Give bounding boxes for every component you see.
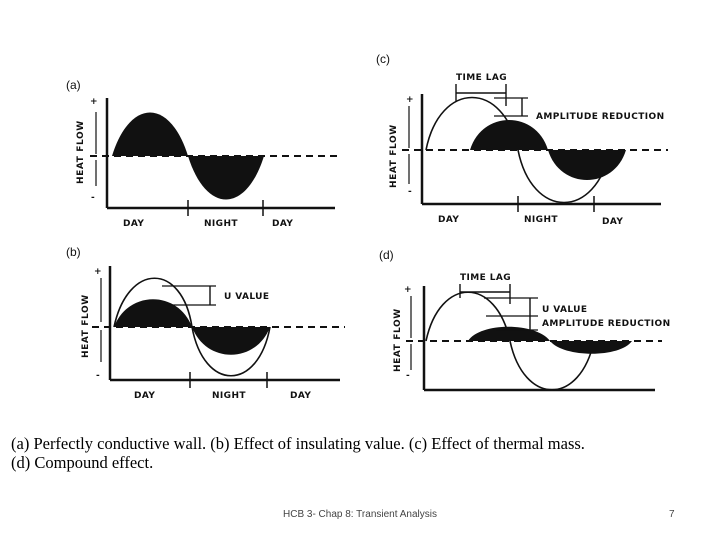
panel-b-x-label-night: NIGHT (212, 391, 246, 401)
panel-c-day-fill (470, 120, 548, 150)
panel-a-minus: - (91, 193, 95, 203)
panel-a-x-label-day: DAY (123, 219, 144, 229)
caption-line-2: (d) Compound effect. (11, 453, 154, 472)
panel-d-day-fill (468, 326, 550, 341)
panel-b-minus: - (96, 371, 100, 381)
panel-c-x-label-day: DAY (438, 215, 459, 225)
panel-d-axis-label: HEAT FLOW (393, 308, 403, 372)
caption-line-1: (a) Perfectly conductive wall. (b) Effec… (11, 434, 585, 453)
panel-d-minus: - (406, 371, 410, 381)
panel-d-label: (d) (379, 248, 394, 262)
panel-b-u-label: U VALUE (224, 292, 269, 302)
panel-d-diagram: + - HEAT FLOW TIME LAG U VALUE AMPLITUDE… (393, 273, 671, 392)
panel-c-x-label-day-2: DAY (602, 217, 623, 227)
panel-c-night-fill (548, 150, 626, 180)
panel-a-x-label-day-2: DAY (272, 219, 293, 229)
panel-c-amp-label: AMPLITUDE REDUCTION (536, 112, 665, 122)
panel-d-u-label: U VALUE (542, 305, 587, 315)
footer-title: HCB 3- Chap 8: Transient Analysis (283, 509, 437, 520)
panel-a-label: (a) (66, 78, 81, 92)
panel-c-minus: - (408, 187, 412, 197)
panel-a-diagram: + - HEAT FLOW DAY NIGHT DAY (76, 97, 340, 229)
panel-b-axis-label: HEAT FLOW (81, 294, 91, 358)
panel-a-plus: + (90, 97, 98, 107)
panel-c-plus: + (406, 95, 414, 105)
panel-a-day-fill (112, 112, 188, 156)
panel-c-axis-label: HEAT FLOW (389, 124, 399, 188)
page-number: 7 (669, 509, 675, 520)
panel-b-plus: + (94, 267, 102, 277)
panel-b-diagram: + - HEAT FLOW U VALUE DAY NIGHT DAY (81, 266, 345, 401)
panel-c-label: (c) (376, 52, 390, 66)
panel-a-night-fill (188, 156, 264, 200)
panel-b-night-fill (192, 327, 270, 355)
panel-d-amp-label: AMPLITUDE REDUCTION (542, 319, 671, 329)
panel-c-x-label-night: NIGHT (524, 215, 558, 225)
panel-c-time-lag-label: TIME LAG (456, 73, 507, 83)
panel-a-axis-label: HEAT FLOW (76, 120, 86, 184)
panel-d-plus: + (404, 285, 412, 295)
panel-b-x-label-day: DAY (134, 391, 155, 401)
panel-b-x-label-day-2: DAY (290, 391, 311, 401)
figure-caption: (a) Perfectly conductive wall. (b) Effec… (11, 434, 711, 472)
panel-b-day-fill (114, 299, 192, 327)
panel-b-label: (b) (66, 245, 81, 259)
panel-d-night-fill (550, 341, 632, 354)
panel-a-x-label-night: NIGHT (204, 219, 238, 229)
panel-d-time-lag-label: TIME LAG (460, 273, 511, 283)
panel-c-diagram: + - HEAT FLOW TIME LAG AMPLITUDE REDUCTI… (389, 73, 668, 227)
